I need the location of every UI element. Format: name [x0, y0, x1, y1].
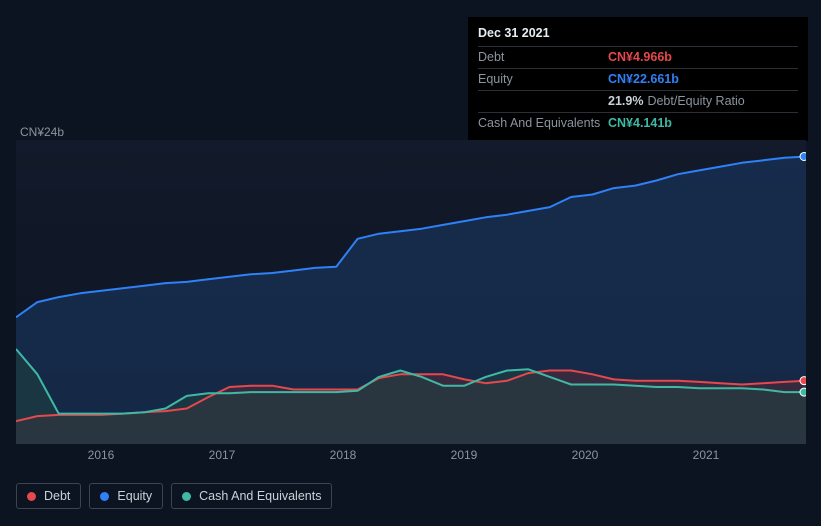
x-axis-ticks: 2016 2017 2018 2019 2020 2021: [16, 448, 806, 466]
x-tick-label: 2021: [693, 448, 720, 462]
x-tick-label: 2017: [209, 448, 236, 462]
legend-dot-icon: [27, 492, 36, 501]
data-tooltip: Dec 31 2021 Debt CN¥4.966b Equity CN¥22.…: [468, 17, 808, 141]
tooltip-value: 21.9% Debt/Equity Ratio: [608, 93, 745, 110]
chart-plot[interactable]: [16, 140, 806, 444]
tooltip-date: Dec 31 2021: [478, 25, 798, 46]
legend-label: Debt: [44, 489, 70, 503]
ratio-percent: 21.9%: [608, 94, 643, 108]
tooltip-label: Equity: [478, 71, 608, 88]
tooltip-label: Cash And Equivalents: [478, 115, 608, 132]
tooltip-row-debt: Debt CN¥4.966b: [478, 46, 798, 68]
tooltip-row-cash: Cash And Equivalents CN¥4.141b: [478, 112, 798, 134]
x-tick-label: 2016: [88, 448, 115, 462]
legend-dot-icon: [100, 492, 109, 501]
x-tick-label: 2018: [330, 448, 357, 462]
legend: Debt Equity Cash And Equivalents: [16, 483, 332, 509]
legend-label: Equity: [117, 489, 152, 503]
tooltip-label: [478, 93, 608, 110]
tooltip-value: CN¥4.141b: [608, 115, 672, 132]
tooltip-row-ratio: 21.9% Debt/Equity Ratio: [478, 90, 798, 112]
y-axis-label-max: CN¥24b: [20, 125, 64, 139]
chart-svg: [16, 140, 806, 444]
legend-item-equity[interactable]: Equity: [89, 483, 163, 509]
legend-label: Cash And Equivalents: [199, 489, 321, 503]
chart-container: Dec 31 2021 Debt CN¥4.966b Equity CN¥22.…: [0, 0, 821, 526]
x-tick-label: 2019: [451, 448, 478, 462]
legend-dot-icon: [182, 492, 191, 501]
x-tick-label: 2020: [572, 448, 599, 462]
tooltip-label: Debt: [478, 49, 608, 66]
legend-item-cash[interactable]: Cash And Equivalents: [171, 483, 332, 509]
tooltip-value: CN¥22.661b: [608, 71, 679, 88]
legend-item-debt[interactable]: Debt: [16, 483, 81, 509]
tooltip-value: CN¥4.966b: [608, 49, 672, 66]
tooltip-row-equity: Equity CN¥22.661b: [478, 68, 798, 90]
ratio-suffix: Debt/Equity Ratio: [647, 94, 744, 108]
